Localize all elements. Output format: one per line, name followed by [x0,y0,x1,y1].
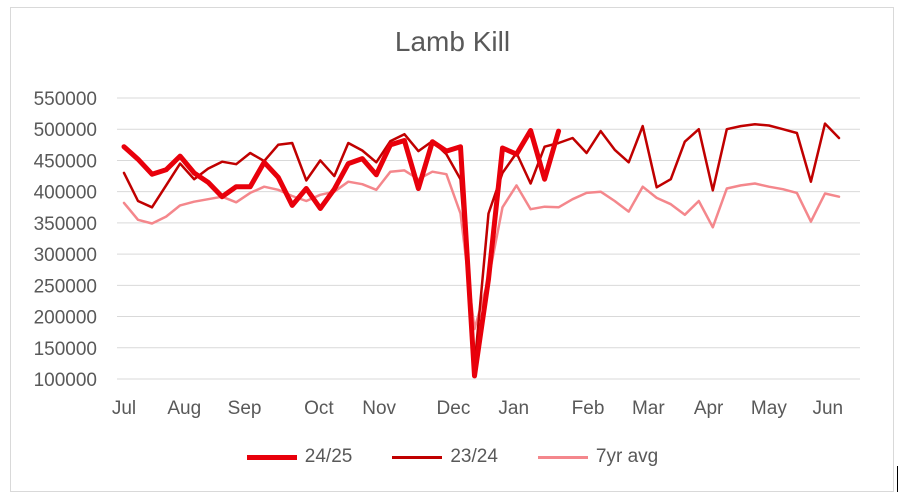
y-tick-label: 400000 [34,183,97,204]
series-line-24-25 [121,128,562,379]
y-tick-label: 100000 [34,370,97,391]
gridlines [117,97,860,380]
legend-item-24-25: 24/25 [246,446,353,468]
x-tick-label: Mar [632,398,665,419]
x-tick-label: Jan [498,398,529,419]
x-tick-label: Jul [112,398,136,419]
x-tick-label: Sep [228,398,262,419]
x-tick-label: May [751,398,787,419]
x-tick-label: Oct [304,398,334,419]
y-tick-label: 250000 [34,276,97,297]
y-tick-label: 500000 [34,120,97,141]
y-tick-label: 450000 [34,151,97,172]
chart-title: Lamb Kill [394,26,511,57]
legend-swatch-24-25 [246,454,297,460]
y-tick-label: 200000 [34,308,97,329]
legend-label-7yr-avg: 7yr avg [595,446,659,467]
legend-item-7yr-avg: 7yr avg [537,446,659,468]
legend-item-23-24: 23/24 [392,446,498,468]
y-tick-label: 300000 [34,245,97,266]
chart-frame [10,7,894,492]
edge-mark [897,466,898,492]
legend: 24/25 23/24 7yr avg [0,446,905,468]
x-tick-label: Apr [694,398,724,419]
y-axis-ticks: 100000 150000 200000 250000 300000 350000 4000… [34,89,97,391]
x-tick-label: Dec [437,398,471,419]
y-tick-label: 550000 [34,89,97,110]
x-tick-label: Feb [572,398,605,419]
x-tick-label: Aug [167,398,201,419]
series-line-7yr-avg [122,169,841,331]
series-line-23-24 [122,122,841,368]
series-lines [121,122,841,379]
legend-label-24-25: 24/25 [304,446,353,467]
x-axis-ticks: Jul Aug Sep Oct Nov Dec Jan Feb Mar Apr May Jun [112,398,843,419]
legend-swatch-23-24 [392,455,443,459]
y-tick-label: 350000 [34,214,97,235]
legend-swatch-7yr-avg [537,455,588,459]
legend-label-23-24: 23/24 [450,446,498,467]
x-tick-label: Nov [362,398,396,419]
y-tick-label: 150000 [34,339,97,360]
x-tick-label: Jun [812,398,843,419]
